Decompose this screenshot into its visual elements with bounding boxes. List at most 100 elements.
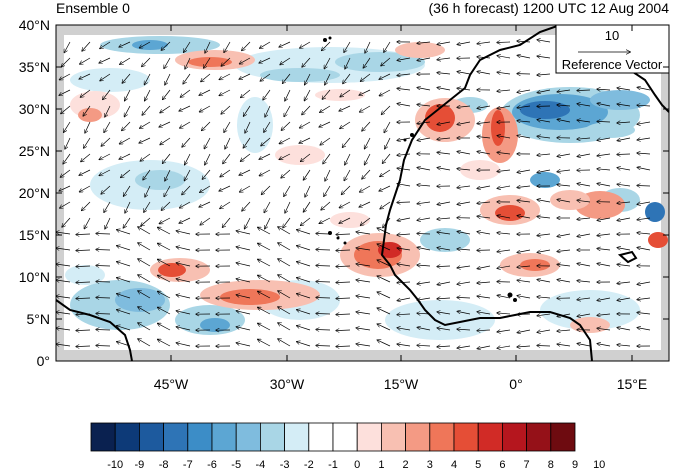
wind-arrow xyxy=(305,185,311,197)
wind-arrow xyxy=(138,243,151,251)
wind-arrow xyxy=(96,314,111,315)
wind-arrow xyxy=(125,201,131,213)
wind-arrow xyxy=(537,234,551,236)
wind-arrow xyxy=(105,105,111,117)
wind-arrow xyxy=(457,169,471,170)
wind-arrow xyxy=(597,138,611,140)
wind-arrow xyxy=(222,217,231,227)
wind-arrow xyxy=(617,88,631,90)
wind-arrow xyxy=(99,57,111,63)
wind-arrow xyxy=(617,184,631,186)
wind-arrow xyxy=(60,201,71,208)
wind-arrow xyxy=(597,169,611,170)
wind-arrow xyxy=(64,121,71,132)
wind-arrow xyxy=(60,73,71,80)
lat-label: 20°N xyxy=(19,185,50,201)
wind-arrow xyxy=(258,307,271,315)
wind-arrow xyxy=(200,217,211,225)
wind-arrow xyxy=(138,307,151,315)
lat-label: 40°N xyxy=(19,17,50,33)
wind-arrow xyxy=(176,263,191,267)
wind-arrow xyxy=(577,104,591,106)
wind-arrow xyxy=(537,249,551,252)
wind-arrow xyxy=(597,154,611,156)
wind-arrow xyxy=(119,41,131,47)
wind-arrow xyxy=(437,168,451,171)
wind-arrow xyxy=(557,250,571,252)
wind-arrow xyxy=(236,327,251,331)
wind-arrow xyxy=(285,89,291,101)
wind-arrow xyxy=(377,308,391,315)
wind-arrow xyxy=(437,201,451,205)
wind-arrow xyxy=(417,313,431,314)
wind-arrow xyxy=(577,344,591,347)
wind-arrow xyxy=(80,89,91,97)
wind-arrow xyxy=(537,40,551,42)
wind-arrow xyxy=(161,201,171,210)
wind-arrow xyxy=(101,137,111,146)
wind-arrow xyxy=(124,185,131,196)
wind-arrow xyxy=(123,217,131,228)
wind-arrow xyxy=(183,73,191,84)
wind-arrow xyxy=(597,328,611,330)
wind-arrow xyxy=(297,294,311,299)
wind-arrow xyxy=(417,345,431,346)
lat-label: 35°N xyxy=(19,59,50,75)
wind-arrow xyxy=(377,324,391,331)
wind-arrow xyxy=(637,87,651,91)
wind-arrow xyxy=(281,169,291,178)
wind-arrow xyxy=(138,291,151,299)
wind-arrow xyxy=(497,56,511,58)
wind-arrow xyxy=(185,57,191,69)
wind-arrow xyxy=(259,153,271,159)
wind-arrow xyxy=(184,41,191,52)
wind-arrow xyxy=(497,295,511,299)
wind-arrow xyxy=(141,217,151,226)
colorbar-swatch xyxy=(477,422,503,452)
wind-arrow xyxy=(224,121,231,132)
wind-arrow xyxy=(245,217,251,229)
colorbar-swatch xyxy=(501,422,527,452)
wind-arrow xyxy=(457,311,471,315)
wind-arrow xyxy=(417,88,431,91)
wind-arrow xyxy=(637,186,651,187)
colorbar: -10 -9 -8 -7 -6 -5 -4 -3 -2 -1 0 1 2 3 4 5 6 7 8 9 10 xyxy=(90,422,605,471)
colorbar-swatch xyxy=(380,422,406,452)
lat-label: 30°N xyxy=(19,101,50,117)
lat-label: 15°N xyxy=(19,227,50,243)
wind-arrow xyxy=(279,41,291,47)
wind-arrow xyxy=(202,169,211,179)
wind-arrow xyxy=(517,121,531,122)
wind-arrow xyxy=(517,186,531,188)
wind-arrow xyxy=(84,137,91,148)
wind-arrow xyxy=(477,202,491,203)
wind-arrow xyxy=(577,184,591,187)
wind-arrow xyxy=(637,233,651,234)
wind-arrow xyxy=(597,121,611,122)
colorbar-label: 2 xyxy=(403,459,409,471)
colorbar-label: -6 xyxy=(207,459,217,471)
wind-arrow xyxy=(356,312,371,314)
wind-arrow xyxy=(264,201,271,213)
wind-arrow xyxy=(381,105,391,114)
wind-arrow xyxy=(117,230,131,235)
wind-arrow xyxy=(397,217,411,221)
wind-arrow xyxy=(120,57,131,64)
wind-arrow xyxy=(457,266,471,268)
wind-arrow xyxy=(278,339,291,347)
wind-arrow xyxy=(365,41,371,53)
wind-arrow xyxy=(617,328,631,331)
colorbar-label: -8 xyxy=(159,459,169,471)
lon-label: 30°W xyxy=(270,376,305,392)
wind-arrow xyxy=(236,311,251,315)
wind-arrow xyxy=(537,136,551,138)
wind-arrow xyxy=(637,167,651,171)
wind-arrow xyxy=(160,137,171,145)
wind-arrow xyxy=(362,169,371,179)
wind-arrow xyxy=(125,89,131,101)
wind-arrow xyxy=(164,57,171,68)
wind-arrow xyxy=(163,153,171,163)
wind-arrow xyxy=(122,121,131,131)
wind-arrow xyxy=(637,122,651,124)
wind-arrow xyxy=(180,89,191,97)
